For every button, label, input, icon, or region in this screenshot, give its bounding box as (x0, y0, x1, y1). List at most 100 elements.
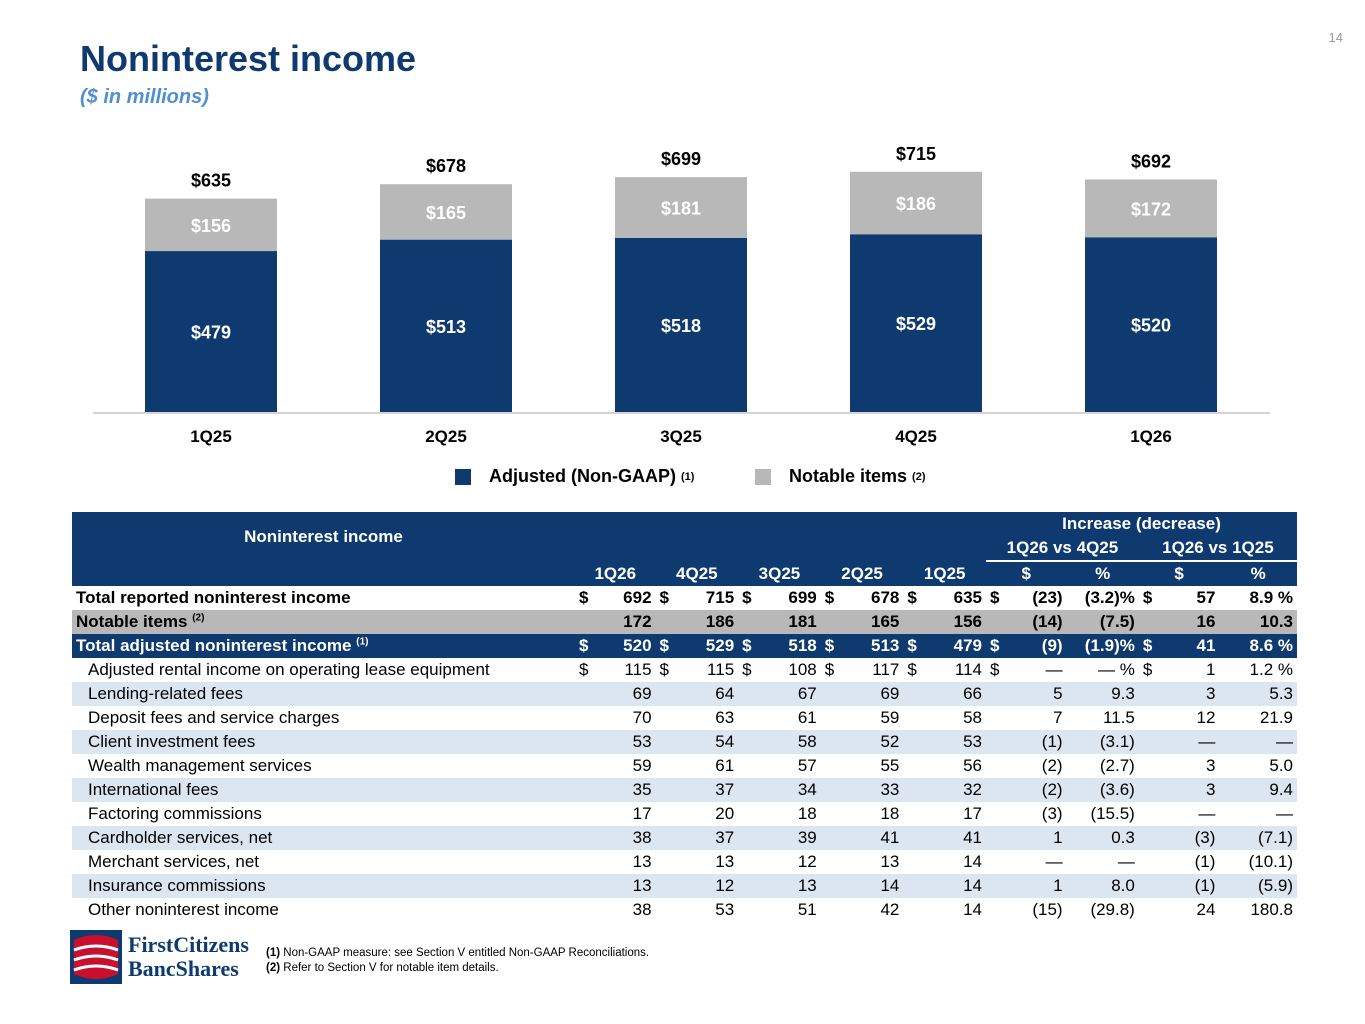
chg-pct-vs-1q25: — (1219, 730, 1297, 754)
table-header-row-3: 1Q26 4Q25 3Q25 2Q25 1Q25 $% $% (72, 561, 1297, 586)
dollar-sign: $ (742, 660, 752, 679)
value-1Q26: 35 (593, 778, 656, 802)
dollar-sign (986, 682, 1005, 706)
dollar-sign (986, 826, 1005, 850)
row-label: Merchant services, net (88, 852, 260, 871)
dollar-sign (903, 610, 922, 634)
chg-pct-vs-1q25: 5.0 (1269, 756, 1293, 775)
dollar-sign (575, 730, 594, 754)
legend-label-adjusted: Adjusted (Non-GAAP) (489, 466, 676, 486)
value-2Q25: 33 (839, 778, 904, 802)
value-1Q26: 38 (632, 900, 652, 919)
dollar-sign (738, 874, 757, 898)
chg-pct-vs-4q25: 9.3 (1066, 682, 1139, 706)
value-4Q25: 61 (715, 756, 735, 775)
dollar-sign (575, 898, 594, 922)
period-header-1Q26: 1Q26 (575, 561, 656, 586)
dollar-sign (1139, 754, 1158, 778)
chg-pct-vs-1q25: 5.3 (1219, 682, 1297, 706)
value-1Q26: 172 (593, 610, 656, 634)
dollar-sign: $ (579, 588, 589, 607)
dollar-sign (986, 754, 1005, 778)
value-1Q25: 156 (921, 610, 987, 634)
dollar-sign (986, 610, 1005, 634)
chg-dollar-vs-4q25: (1) (1004, 730, 1067, 754)
dollar-sign (656, 898, 675, 922)
dollar-sign (1138, 682, 1158, 706)
bar-adjusted-2Q25 (380, 239, 512, 412)
bar-notable-2Q25 (380, 184, 512, 240)
dollar-sign (1138, 826, 1158, 850)
value-3Q25: 39 (756, 826, 821, 850)
footnote-2-mark: (2) (266, 962, 281, 974)
row-label: Factoring commissions (88, 804, 262, 823)
value-2Q25: 513 (839, 634, 904, 658)
value-4Q25: 12 (674, 874, 739, 898)
value-3Q25: 699 (788, 588, 817, 607)
dollar-sign (821, 802, 840, 826)
dollar-sign: $ (903, 634, 922, 658)
value-1Q25: 56 (963, 756, 983, 775)
logo-line-2: BancShares (128, 956, 239, 981)
x-tick-label-2Q25: 2Q25 (425, 427, 467, 446)
value-4Q25: 186 (674, 610, 739, 634)
row-label: Lending-related fees (72, 682, 575, 706)
chg-dollar-vs-4q25: 1 (1004, 874, 1067, 898)
table-row: Adjusted rental income on operating leas… (72, 658, 1297, 682)
value-2Q25: 41 (839, 826, 904, 850)
total-label-1Q26: $692 (1131, 151, 1171, 171)
stacked-bar-chart: $479 $156 $635 1Q25 $513 $165 $678 2Q25 $518 $181… (93, 144, 1270, 446)
bar-adjusted-3Q25 (615, 237, 747, 412)
dollar-sign (575, 778, 594, 802)
value-3Q25: 12 (797, 852, 817, 871)
dollar-sign (903, 706, 922, 730)
dollar-sign: $ (655, 634, 675, 658)
chg-pct-vs-4q25: 11.5 (1103, 708, 1135, 727)
chg-dollar-vs-1q25: 12 (1196, 708, 1216, 727)
dollar-sign: $ (1138, 634, 1158, 658)
chg-dollar-vs-4q25: 7 (1053, 708, 1063, 727)
row-label: Deposit fees and service charges (88, 708, 340, 727)
legend-adjusted: Adjusted (Non-GAAP) (1) (455, 466, 694, 487)
value-1Q26: 59 (632, 756, 652, 775)
chg-pct-vs-1q25: 1.2 % (1249, 660, 1293, 679)
dollar-sign: $ (1142, 660, 1153, 679)
chg-pct-vs-4q25: — % (1098, 660, 1135, 679)
x-tick-label-1Q25: 1Q25 (190, 427, 232, 446)
table-header-title: Noninterest income (72, 512, 575, 561)
table-row: Lending-related fees 69 64 67 69 66 5 9.3 3 5.3 (72, 682, 1297, 706)
value-1Q25: 114 (954, 660, 983, 679)
flag-logo-icon (70, 930, 122, 984)
table-row: Wealth management services 59 61 57 55 56 (2) (… (72, 754, 1297, 778)
chg-pct-vs-4q25: — (1117, 852, 1135, 871)
chg-dollar-vs-4q25: (15) (1032, 900, 1063, 919)
dollar-sign (1138, 874, 1158, 898)
footnotes: (1) Non-GAAP measure: see Section V enti… (266, 946, 649, 976)
value-1Q26: 692 (623, 588, 652, 607)
table-row: Total adjusted noninterest income (1) $52… (72, 634, 1297, 658)
bar-notable-4Q25 (850, 171, 982, 235)
table-row: Insurance commissions 13 12 13 14 14 1 8.0 (1) (5… (72, 874, 1297, 898)
page-subtitle: ($ in millions) (80, 86, 209, 108)
row-label-note: (1) (356, 636, 369, 648)
label-adjusted-1Q25: $479 (191, 323, 231, 343)
bar-notable-1Q25 (145, 198, 277, 252)
value-3Q25: 13 (756, 874, 821, 898)
dollar-sign: $ (579, 660, 589, 679)
chg-dollar-vs-4q25: 5 (1004, 682, 1067, 706)
dollar-sign: $ (986, 634, 1005, 658)
legend-note-notable: (2) (912, 470, 926, 483)
value-1Q25: 53 (921, 730, 987, 754)
chg-dollar-vs-1q25: 1 (1205, 660, 1216, 679)
dollar-sign (656, 706, 675, 730)
vs-1q25-header: 1Q26 vs 1Q25 (1138, 536, 1297, 562)
dollar-sign (986, 730, 1005, 754)
chg-pct-vs-4q25: (29.8) (1090, 900, 1135, 919)
dollar-sign (820, 826, 840, 850)
dollar-sign (738, 802, 757, 826)
value-1Q26: 70 (632, 708, 652, 727)
total-label-4Q25: $715 (896, 144, 936, 164)
chg-pct-vs-1q25: — (1276, 804, 1293, 823)
dollar-sign (738, 682, 757, 706)
dollar-sign (738, 826, 757, 850)
